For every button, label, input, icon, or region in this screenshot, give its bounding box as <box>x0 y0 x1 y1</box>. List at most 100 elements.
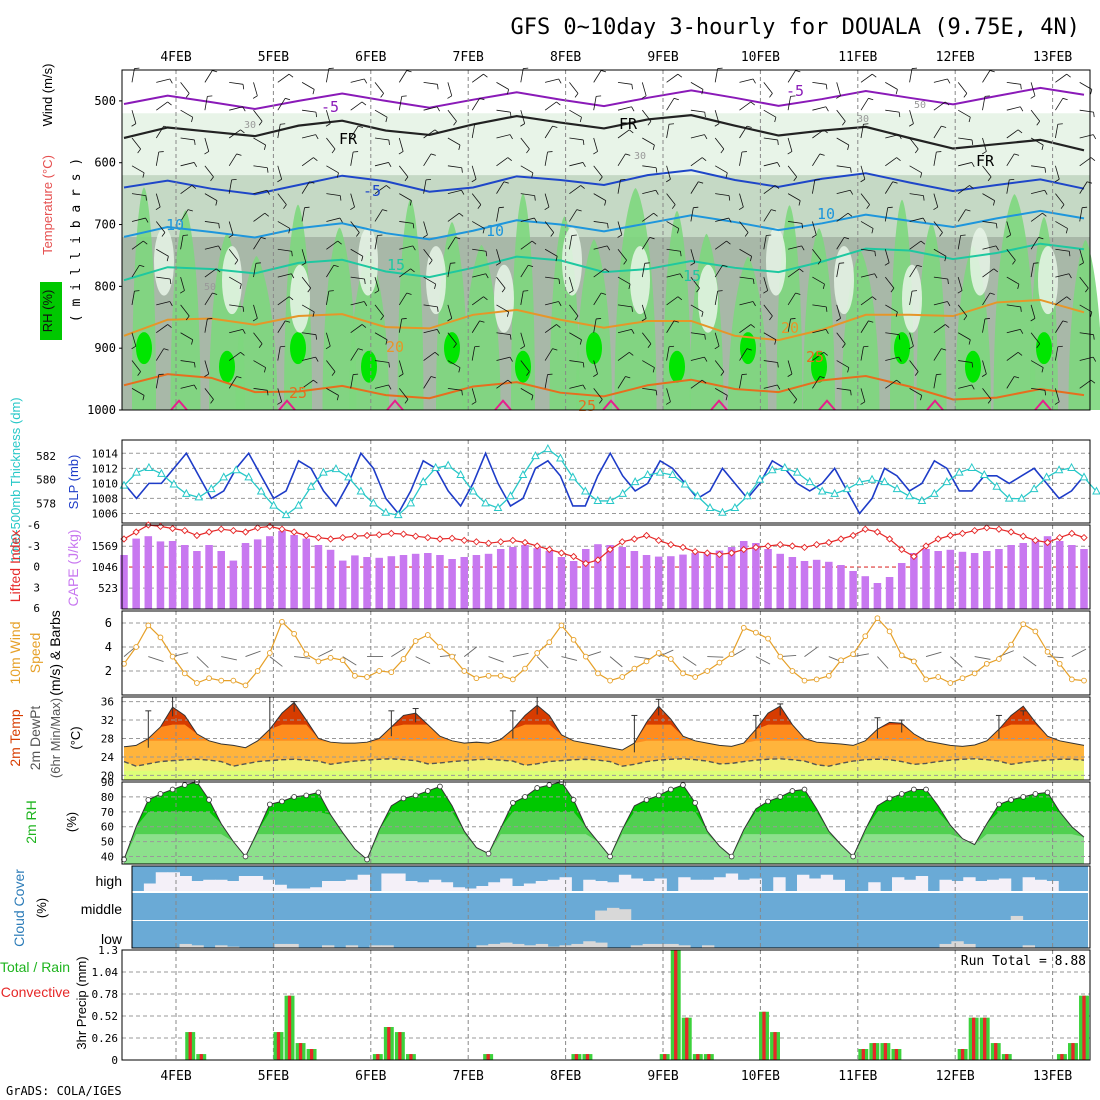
wind-speed-marker <box>874 615 881 622</box>
rh-marker <box>303 792 310 799</box>
panel-frame <box>121 949 1091 1061</box>
thickness-marker <box>805 477 815 486</box>
wind-barb-flag <box>234 260 239 265</box>
wind-barb-flag <box>842 343 846 349</box>
thickness-marker <box>643 469 652 479</box>
cape-bar <box>302 538 311 609</box>
wind-speed-marker <box>437 644 443 650</box>
cloud-cell <box>179 943 192 948</box>
wind-barb <box>666 124 670 139</box>
ylabel-slp: SLP (mb) <box>66 455 81 510</box>
wind-barb <box>350 151 354 166</box>
wind-barb-flag <box>501 287 506 293</box>
wind-barb-flag <box>593 373 598 377</box>
cape-bar <box>897 563 906 609</box>
thickness-marker <box>693 491 702 500</box>
cloud-high-cell <box>298 888 311 891</box>
wind-barb-flag <box>361 101 367 106</box>
wind-barb <box>180 235 184 250</box>
wind-speed-marker <box>911 658 917 665</box>
wind-barb-flag <box>771 209 777 212</box>
wind-barb-flag <box>534 217 538 223</box>
wind-barb-flag <box>939 232 943 237</box>
wind-barb-flag <box>242 84 245 90</box>
wind-barb-flag <box>916 264 922 268</box>
cloud-high-cell <box>702 879 715 891</box>
wind-barb <box>617 129 630 139</box>
thickness-tick-label: 580 <box>36 474 56 487</box>
cloud-cell <box>630 945 644 948</box>
cloud-row-bg <box>132 921 1088 948</box>
li-marker <box>497 538 505 546</box>
wind-barb-flag <box>215 200 218 206</box>
wind-barb-flag <box>704 112 706 118</box>
wind-barb <box>545 301 559 306</box>
wind-barb <box>326 240 338 250</box>
wind-barb-flag <box>752 278 755 285</box>
thickness-marker <box>1029 484 1039 493</box>
rh-saturated-cell <box>136 332 152 365</box>
cape-bar <box>910 553 918 609</box>
wind-barb-flag <box>728 217 732 223</box>
wind-barb-flag <box>461 167 463 173</box>
wind-speed-marker <box>279 618 285 625</box>
surface-wind-barb <box>658 649 674 658</box>
temp-tick-label: 24 <box>101 751 115 764</box>
wind-barb-flag <box>388 384 392 390</box>
wind-speed-marker <box>813 676 820 683</box>
wind-barb-flag <box>987 399 992 404</box>
wind-barb-flag <box>236 376 242 379</box>
wind-barb-flag <box>155 206 161 211</box>
wind-barb <box>1055 320 1064 333</box>
wind-barb-flag <box>1090 157 1096 162</box>
wind-speed-marker <box>242 682 249 689</box>
rh-marker <box>728 853 735 860</box>
temp-tick-label: 32 <box>101 714 114 727</box>
li-marker <box>679 543 687 552</box>
thickness-marker <box>580 486 590 495</box>
wind-barb-flag <box>647 120 652 126</box>
wind-barb-flag <box>333 264 339 268</box>
rh-marker <box>437 783 443 790</box>
wind-barb-flag <box>750 324 755 328</box>
cloud-cell <box>642 943 655 948</box>
wind-barb-flag <box>628 283 631 290</box>
wind-barb <box>374 162 389 167</box>
wind-barb-flag <box>582 162 586 167</box>
ylabel-cloud: Cloud Cover <box>11 869 27 947</box>
wind-barb <box>131 137 141 150</box>
precip-tick-label: 0.52 <box>92 1010 119 1023</box>
wind-barb-flag <box>908 345 914 350</box>
wind-barb-flag <box>892 181 898 184</box>
wind-speed-marker <box>704 668 711 674</box>
li-marker <box>363 531 371 540</box>
wind-barb <box>520 193 535 196</box>
wind-barb <box>666 388 671 402</box>
wind-barb-flag <box>194 139 196 145</box>
thickness-marker <box>281 510 291 519</box>
wind-barb-flag <box>582 139 585 145</box>
precip-convective-bar <box>960 1049 965 1060</box>
wind-barb <box>447 360 461 368</box>
contour-label: -5 <box>786 82 804 100</box>
surface-wind-barb <box>318 649 334 658</box>
wind-barb <box>690 249 696 263</box>
li-marker <box>266 522 274 531</box>
wind-barb-flag <box>1044 190 1048 195</box>
wind-barb-flag <box>1006 234 1011 238</box>
precip-convective-bar <box>574 1054 579 1060</box>
precip-convective-bar <box>287 995 292 1060</box>
wind-barb-flag <box>701 311 704 317</box>
contour-label: 30 <box>857 114 869 125</box>
thickness-marker <box>356 486 366 495</box>
wind-barb-flag <box>860 401 866 405</box>
wind-barb <box>933 125 942 139</box>
cloud-high-cell <box>737 879 750 891</box>
rh-marker <box>510 800 516 806</box>
wind-barb <box>204 292 213 306</box>
wind-barb-flag <box>434 129 440 134</box>
wind-barb <box>714 332 720 347</box>
contour-label: 50 <box>914 100 926 111</box>
wind-barb-flag <box>385 117 388 123</box>
wind-barb-flag <box>844 237 850 240</box>
